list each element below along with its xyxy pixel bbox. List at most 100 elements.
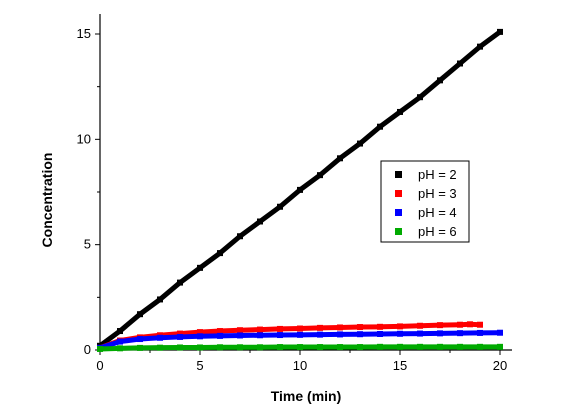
data-point: [257, 344, 263, 351]
data-point: [237, 332, 243, 339]
data-point: [437, 343, 443, 350]
data-point: [237, 344, 243, 351]
y-tick-label: 0: [84, 342, 91, 357]
data-point: [477, 43, 483, 50]
data-point: [317, 344, 323, 351]
data-point: [357, 331, 363, 338]
data-point: [457, 60, 463, 67]
data-point: [397, 343, 403, 350]
data-point: [457, 343, 463, 350]
data-point: [257, 218, 263, 225]
legend-label: pH = 6: [418, 224, 457, 239]
legend-swatch: [395, 190, 402, 197]
data-point: [417, 322, 423, 329]
data-point: [297, 186, 303, 193]
data-point: [417, 94, 423, 101]
data-point: [317, 324, 323, 331]
data-point: [297, 331, 303, 338]
data-point: [197, 333, 203, 340]
data-point: [417, 330, 423, 337]
data-point: [337, 324, 343, 331]
data-point: [217, 250, 223, 257]
data-point: [177, 330, 183, 337]
data-point: [357, 140, 363, 147]
data-point: [157, 334, 163, 341]
data-point: [357, 344, 363, 351]
legend-swatch: [395, 209, 402, 216]
data-point: [497, 28, 503, 35]
y-ticks: 0 5 10 15: [77, 26, 100, 357]
data-point: [477, 321, 483, 328]
data-point: [417, 343, 423, 350]
data-point: [197, 264, 203, 271]
data-point: [377, 323, 383, 330]
series-1: [97, 28, 503, 349]
legend: pH = 2 pH = 3 pH = 4 pH = 6: [380, 160, 470, 243]
data-point: [117, 345, 123, 352]
data-point: [137, 311, 143, 318]
data-point: [117, 328, 123, 335]
y-axis-title: Concentration: [39, 153, 55, 248]
legend-label: pH = 3: [418, 186, 457, 201]
data-point: [457, 321, 463, 328]
data-point: [377, 330, 383, 337]
plot-series: [97, 28, 503, 352]
legend-label: pH = 4: [418, 205, 457, 220]
x-tick-label: 5: [196, 358, 203, 373]
x-tick-label: 20: [493, 358, 507, 373]
data-point: [437, 322, 443, 329]
legend-swatch: [395, 171, 402, 178]
data-point: [337, 155, 343, 162]
data-point: [477, 329, 483, 336]
data-point: [297, 325, 303, 332]
data-point: [277, 344, 283, 351]
data-point: [297, 344, 303, 351]
data-point: [217, 328, 223, 335]
data-point: [257, 326, 263, 333]
x-tick-label: 10: [293, 358, 307, 373]
data-point: [317, 331, 323, 338]
data-point: [197, 344, 203, 351]
data-point: [217, 332, 223, 339]
data-point: [177, 333, 183, 340]
y-tick-label: 5: [84, 237, 91, 252]
data-point: [437, 330, 443, 337]
data-point: [317, 172, 323, 179]
data-point: [277, 325, 283, 332]
data-point: [467, 321, 473, 328]
data-point: [157, 344, 163, 351]
data-point: [237, 233, 243, 240]
data-point: [257, 332, 263, 339]
data-point: [477, 343, 483, 350]
data-point: [137, 336, 143, 343]
data-point: [197, 329, 203, 336]
series-4: [97, 343, 503, 352]
data-point: [377, 343, 383, 350]
x-tick-label: 0: [96, 358, 103, 373]
data-point: [337, 331, 343, 338]
data-point: [117, 338, 123, 345]
data-point: [157, 296, 163, 303]
legend-swatch: [395, 228, 402, 235]
data-point: [497, 329, 503, 336]
x-tick-label: 15: [393, 358, 407, 373]
data-point: [277, 332, 283, 339]
data-point: [437, 77, 443, 84]
data-point: [177, 279, 183, 286]
data-point: [397, 323, 403, 330]
data-point: [137, 344, 143, 351]
x-ticks: 0 5 10 15 20: [96, 350, 507, 373]
data-point: [277, 203, 283, 210]
data-point: [177, 344, 183, 351]
data-point: [217, 344, 223, 351]
data-point: [237, 327, 243, 334]
data-point: [377, 123, 383, 130]
data-point: [497, 343, 503, 350]
data-point: [397, 330, 403, 337]
series-3: [97, 329, 503, 351]
y-tick-label: 15: [77, 26, 91, 41]
series-2: [97, 321, 483, 351]
data-point: [337, 344, 343, 351]
data-point: [457, 330, 463, 337]
